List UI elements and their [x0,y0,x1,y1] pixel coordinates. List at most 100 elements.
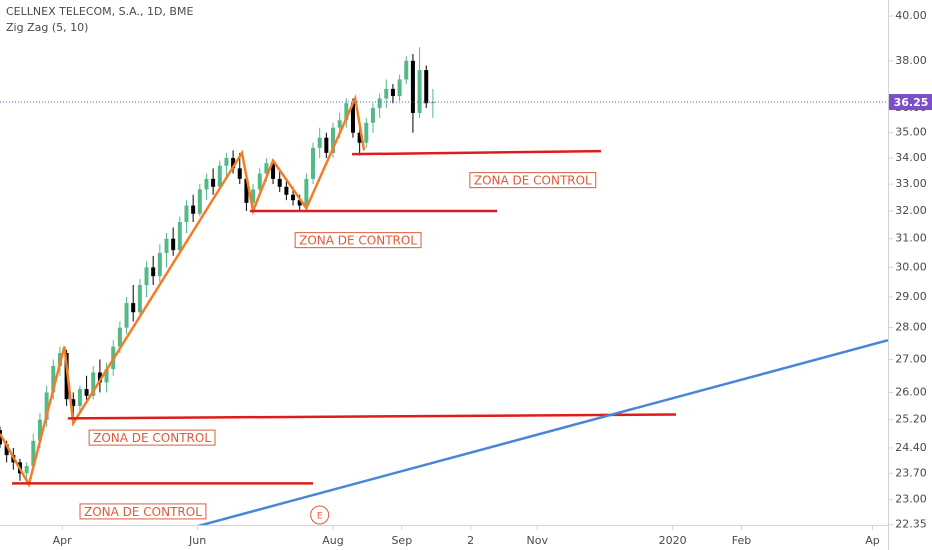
y-tick-label: 28.00 [895,321,927,334]
candle-body [404,60,409,80]
candle-body [284,186,289,195]
candle-body [131,303,136,313]
candle-body [37,419,42,441]
candle-body [344,103,349,121]
chart-title: CELLNEX TELECOM, S.A., 1D, BME [6,5,193,18]
candle-body [297,200,302,206]
y-tick-label: 35.00 [895,126,927,139]
candle-body [397,79,402,97]
candle-body [304,178,309,206]
candle-body [424,70,429,104]
y-tick-label: 26.00 [895,385,927,398]
candle-body [251,189,256,203]
x-tick-label: Feb [732,534,751,547]
candle-body [157,252,162,277]
candle-body [44,392,49,420]
y-tick-label: 29.00 [895,290,927,303]
earnings-marker [310,505,330,525]
candle-body [144,267,149,286]
candle-body [384,88,389,99]
candle-body [224,158,229,166]
candle-body [151,267,156,277]
y-tick-label: 25.20 [895,413,927,426]
annotation-box [79,503,207,520]
trend-line [197,339,888,525]
control-line [67,413,676,420]
candle-body [364,122,369,143]
candle-body [244,178,249,203]
candle-body [324,137,329,153]
indicator-label: Zig Zag (5, 10) [6,21,88,34]
candle-body [117,327,122,347]
candle-body [337,120,342,128]
annotation-label: ZONA DE CONTROL [299,234,417,248]
candle-body [71,399,76,406]
x-tick-label: 2 [467,534,474,547]
last-price-label: 36.25 [894,96,929,109]
candle-body [350,103,355,133]
last-price-box [889,94,932,111]
y-tick-label: 34.00 [895,151,927,164]
annotation-box [294,232,422,249]
control-line [352,149,601,156]
x-tick-label: Apr [53,534,73,547]
candle-body [410,60,415,113]
candle-body [417,70,422,113]
candle-body [124,303,129,328]
y-tick-label: 31.00 [895,232,927,245]
y-tick-label: 22.35 [895,518,927,531]
candle-body [430,102,435,104]
candle-body [51,365,56,393]
earnings-label: E [317,512,323,522]
annotation-box [469,172,597,189]
candle-body [137,285,142,313]
y-tick-label: 27.00 [895,352,927,365]
zigzag-line [0,94,366,488]
y-tick-label: 30.00 [895,260,927,273]
x-tick-label: Jun [188,534,206,547]
candle-body [197,189,202,214]
candle-body [177,221,182,251]
x-tick-label: 2020 [659,534,687,547]
plot-area: ZONA DE CONTROL ZONA DE CONTROL ZONA DE CO… [0,47,888,525]
candle-body [291,194,296,201]
annotation-label: ZONA DE CONTROL [474,174,592,188]
candle-body [184,205,189,222]
annotation-box [88,429,216,446]
candle-body [204,178,209,190]
candle-body [191,205,196,214]
candle-body [390,88,395,97]
y-tick-label: 40.00 [895,9,927,22]
candle-body [91,372,96,396]
y-tick-label: 24.40 [895,441,927,454]
candle-body [264,163,269,174]
candle-body [164,238,169,253]
y-tick-label: 33.00 [895,177,927,190]
candle-body [257,173,262,190]
annotation-label: ZONA DE CONTROL [93,431,211,445]
candle-body [24,466,29,474]
candle-body [237,168,242,179]
candle-body [311,147,316,179]
candle-body [231,158,236,169]
x-tick-label: Sep [391,534,412,547]
candle-body [104,369,109,383]
candle-body [317,137,322,148]
x-tick-label: Ap [865,534,880,547]
candle-body [370,108,375,123]
y-tick-label: 38.00 [895,54,927,67]
candle-body [31,440,36,467]
candle-body [357,132,362,143]
candle-body [77,389,82,406]
candle-body [171,238,176,251]
candle-body [4,444,9,456]
candle-body [84,389,89,396]
annotation-label: ZONA DE CONTROL [84,505,202,519]
x-tick-label: Aug [322,534,343,547]
candle-body [271,163,276,179]
candle-body [217,165,222,187]
candle-body [377,98,382,109]
candle-body [331,127,335,153]
x-tick-label: Nov [527,534,549,547]
